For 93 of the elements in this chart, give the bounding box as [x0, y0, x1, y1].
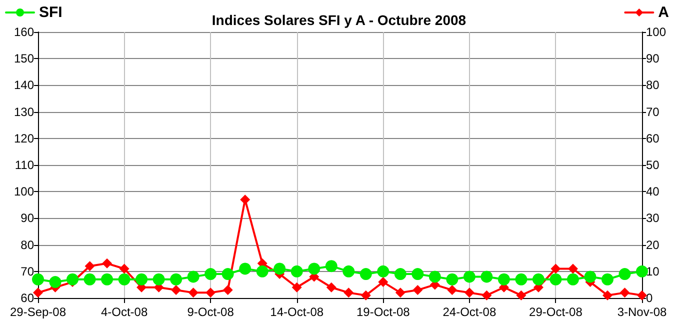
point [170, 273, 182, 286]
y2-tick-label: 100 [646, 25, 666, 39]
point [394, 268, 406, 280]
point [516, 290, 526, 300]
point [239, 262, 252, 275]
point [532, 273, 544, 286]
y-tick-label: 130 [14, 104, 34, 119]
y2-tick-label: 80 [646, 78, 660, 92]
legend-label: A [658, 4, 670, 21]
point [152, 273, 165, 286]
point [188, 288, 198, 298]
y2-tick-label: 40 [646, 184, 660, 199]
x-tick-label: 29-Sep-08 [10, 305, 66, 319]
point [171, 285, 182, 296]
point [550, 264, 561, 274]
point [620, 288, 630, 298]
point [325, 260, 338, 272]
y2-tick-label: 30 [646, 211, 660, 226]
x-tick-label: 3-Nov-08 [617, 305, 667, 319]
point [428, 270, 441, 283]
point [206, 288, 216, 298]
chart-title: Indices Solares SFI y A - Octubre 2008 [212, 12, 466, 28]
x-tick-label: 19-Oct-08 [356, 305, 410, 319]
point [102, 258, 112, 268]
point [308, 262, 320, 275]
y2-tick-label: 20 [646, 238, 660, 252]
point [344, 288, 354, 298]
y2-tick-label: 60 [646, 131, 660, 146]
point [378, 277, 388, 288]
point [498, 273, 510, 286]
point [447, 285, 458, 296]
y2-tick-label: 90 [646, 52, 660, 66]
point [136, 273, 148, 286]
y-tick-label: 110 [14, 158, 34, 172]
point [274, 262, 286, 275]
y-tick-label: 70 [20, 264, 34, 278]
point [360, 268, 372, 280]
y2-tick-label: 50 [646, 158, 660, 172]
point [602, 273, 614, 286]
point [222, 268, 234, 280]
point [222, 285, 233, 296]
point [395, 288, 406, 298]
point [292, 282, 302, 292]
x-tick-label: 24-Oct-08 [442, 305, 496, 319]
point [480, 270, 493, 283]
point [342, 265, 355, 278]
point [101, 273, 114, 286]
x-tick-label: 29-Oct-08 [529, 305, 583, 319]
point [118, 273, 130, 286]
point [326, 282, 336, 292]
point [568, 264, 578, 274]
point [463, 270, 476, 283]
point [119, 264, 130, 274]
point [637, 290, 647, 300]
legend-label: SFI [39, 4, 62, 21]
point [49, 276, 62, 288]
point [412, 268, 424, 280]
x-tick-label: 14-Oct-08 [270, 305, 324, 319]
point [412, 285, 423, 296]
y-tick-label: 120 [14, 131, 34, 146]
point [550, 273, 562, 286]
point [32, 273, 44, 286]
y-tick-label: 100 [14, 184, 34, 199]
point [482, 290, 492, 300]
point [84, 273, 96, 286]
point [204, 268, 217, 280]
point [515, 273, 528, 286]
point [584, 270, 596, 283]
y-tick-label: 150 [14, 52, 34, 66]
point [360, 290, 371, 300]
y-tick-label: 80 [20, 238, 34, 252]
point [618, 268, 631, 280]
point [240, 194, 250, 205]
y-tick-label: 60 [20, 291, 34, 305]
point [377, 265, 390, 278]
point [566, 273, 579, 286]
y2-tick-label: 70 [646, 104, 660, 119]
x-tick-label: 9-Oct-08 [187, 305, 234, 319]
y-tick-label: 90 [20, 211, 34, 226]
point [187, 270, 200, 283]
point [446, 273, 458, 286]
point [464, 288, 474, 298]
point [84, 261, 95, 272]
point [256, 265, 268, 278]
point [602, 290, 612, 300]
y-tick-label: 160 [14, 25, 34, 39]
x-tick-label: 4-Oct-08 [100, 305, 148, 319]
point [636, 265, 648, 278]
point [33, 288, 43, 298]
point [290, 265, 303, 278]
point [66, 273, 79, 286]
y-tick-label: 140 [14, 78, 34, 92]
y2-tick-label: 0 [646, 291, 653, 305]
